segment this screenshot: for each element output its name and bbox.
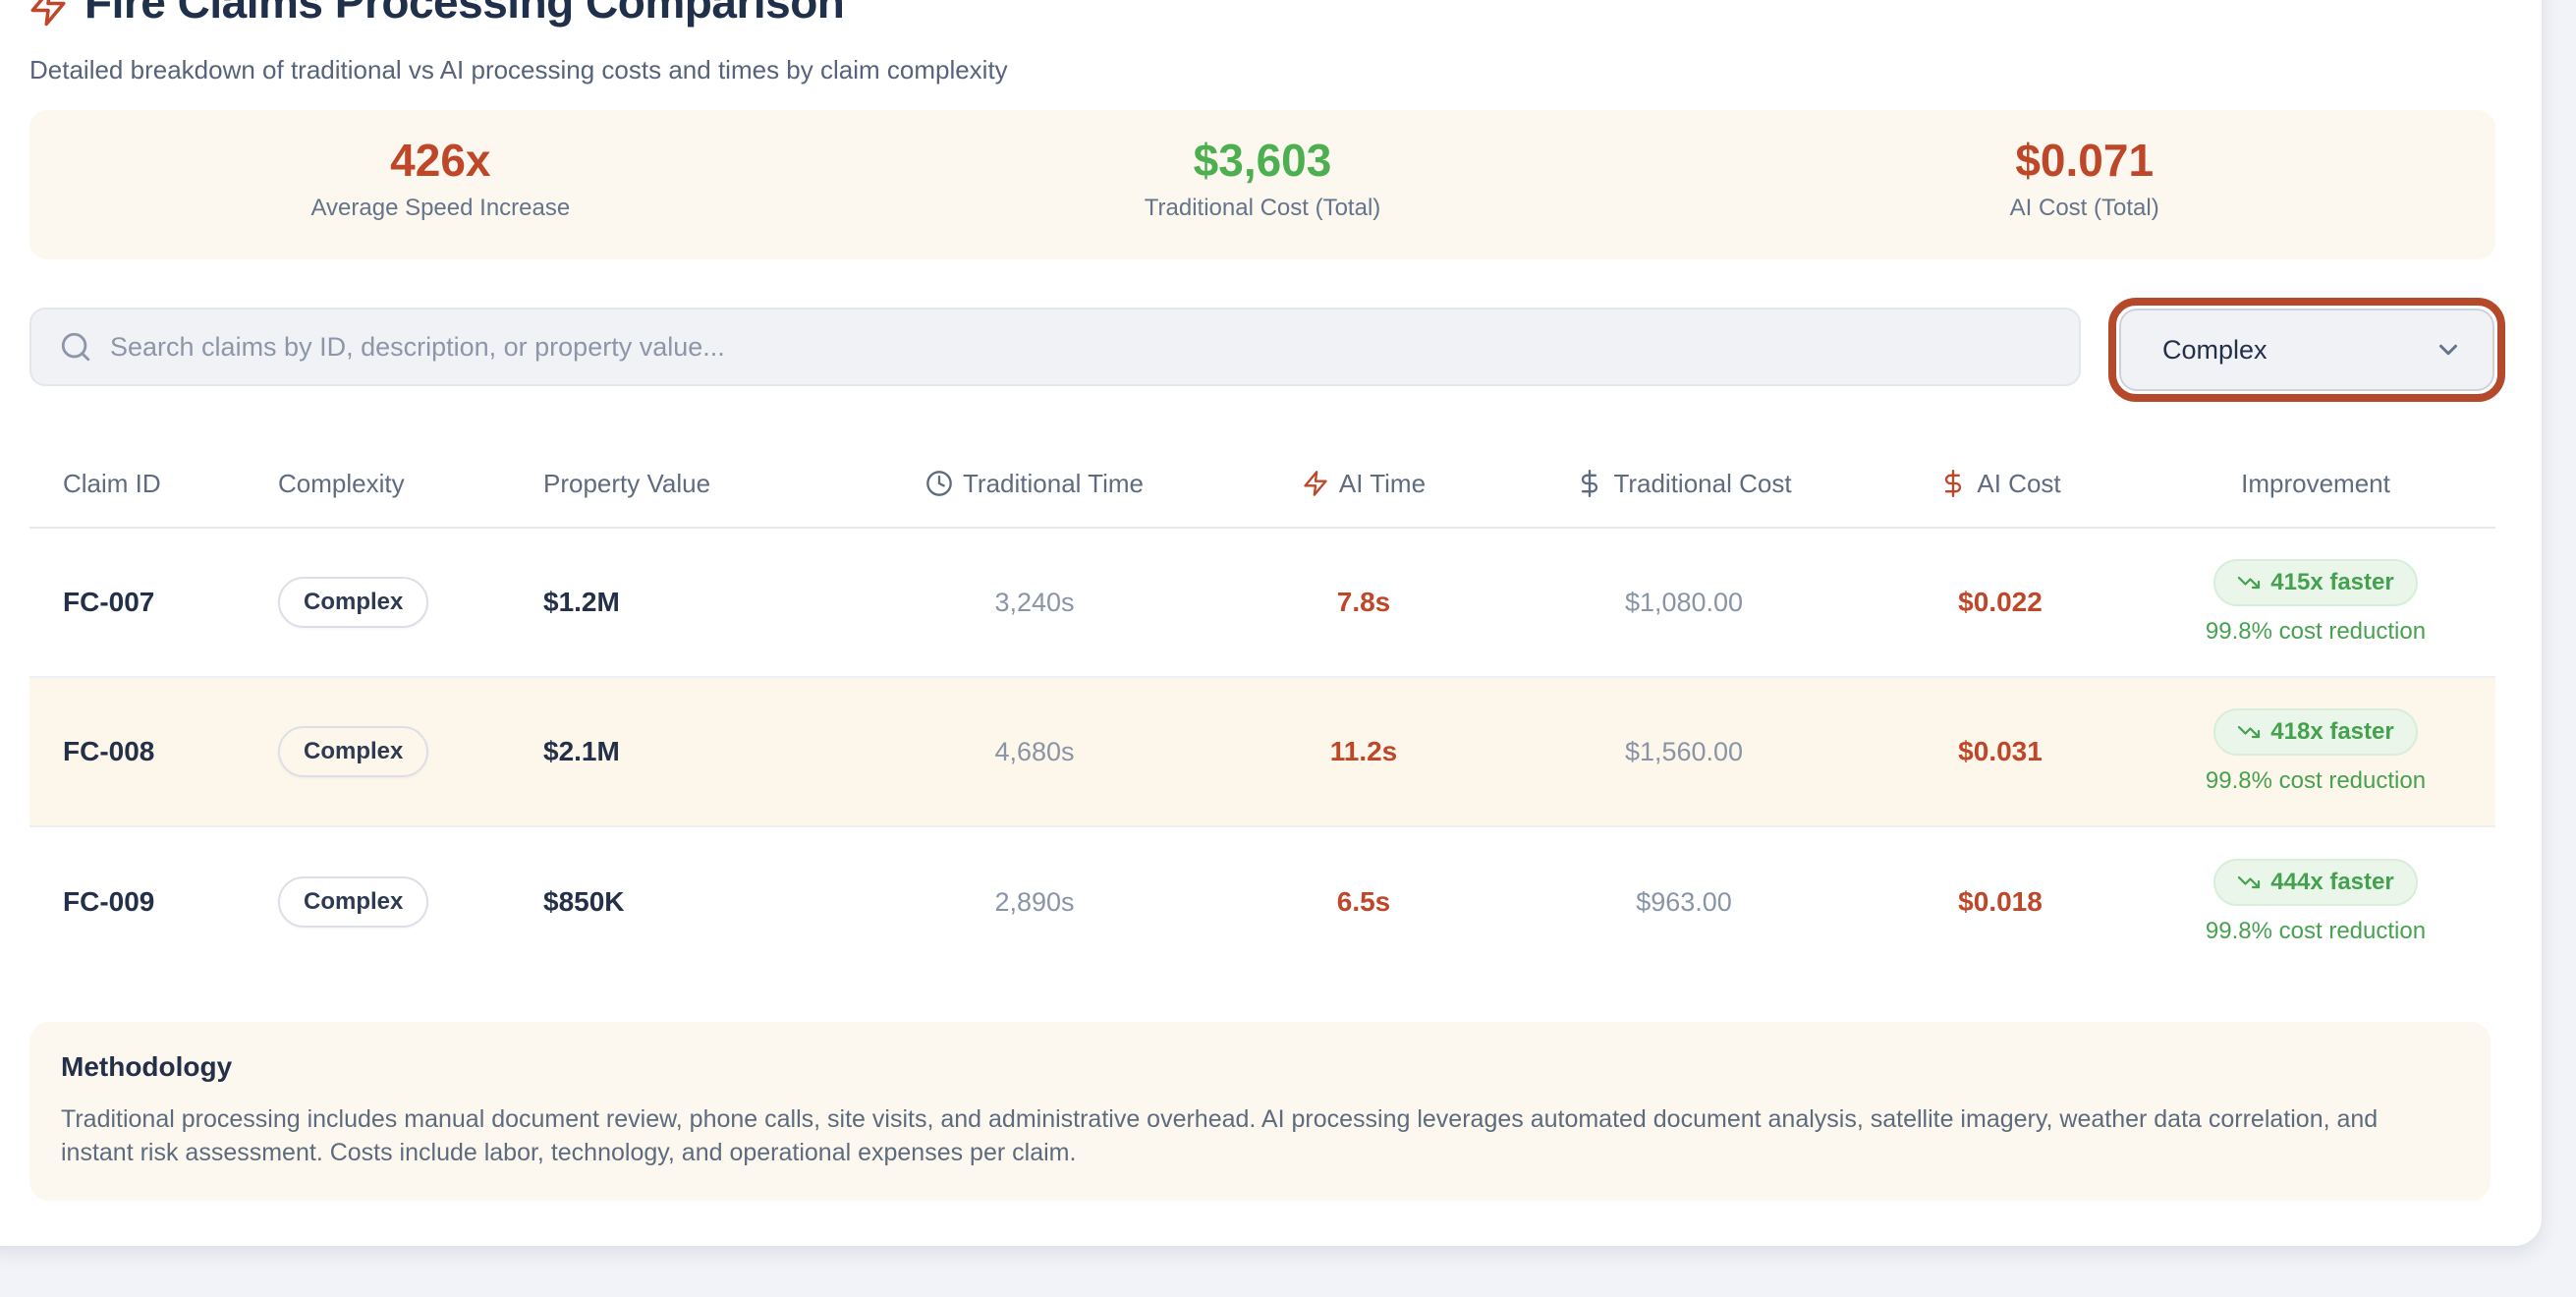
property-value: $850K	[543, 886, 625, 917]
search-input[interactable]	[108, 330, 2079, 364]
improvement-cell: 418x faster 99.8% cost reduction	[2136, 708, 2495, 795]
complexity-badge: Complex	[278, 577, 429, 628]
summary-stats-bar: 426x Average Speed Increase $3,603 Tradi…	[29, 110, 2495, 259]
traditional-cost: $963.00	[1636, 886, 1732, 917]
table-row: FC-009 Complex $850K 2,890s 6.5s $963.00…	[29, 827, 2495, 977]
column-header-ai-cost: AI Cost	[1865, 469, 2136, 499]
claims-table: Claim ID Complexity Property Value Tradi…	[29, 440, 2495, 977]
stat-value: $3,603	[1193, 135, 1332, 186]
stat-value: $0.071	[2015, 135, 2155, 186]
claim-id: FC-008	[63, 736, 155, 766]
table-row: FC-008 Complex $2.1M 4,680s 11.2s $1,560…	[29, 678, 2495, 827]
cost-reduction-note: 99.8% cost reduction	[2205, 767, 2427, 794]
trending-down-icon	[2238, 725, 2261, 739]
complexity-filter-focus-ring: Complex	[2108, 298, 2505, 402]
ai-cost: $0.018	[1958, 886, 2043, 917]
traditional-time: 3,240s	[994, 587, 1075, 617]
page-subtitle: Detailed breakdown of traditional vs AI …	[29, 55, 1008, 85]
traditional-cost: $1,560.00	[1624, 736, 1744, 766]
stat-label: AI Cost (Total)	[2009, 195, 2159, 221]
selected-option-label: Complex	[2162, 334, 2268, 365]
traditional-cost: $1,080.00	[1624, 587, 1744, 617]
improvement-cell: 444x faster 99.8% cost reduction	[2136, 859, 2495, 945]
stat-traditional-cost: $3,603 Traditional Cost (Total)	[852, 110, 1674, 259]
dollar-sign-icon	[1582, 470, 1598, 497]
traditional-time: 2,890s	[994, 886, 1075, 917]
page-header: Fire Claims Processing Comparison	[28, 0, 845, 31]
chevron-down-icon	[2439, 344, 2457, 356]
column-header-claim-id: Claim ID	[63, 468, 161, 498]
complexity-cell: Complex	[246, 577, 511, 628]
complexity-badge: Complex	[278, 726, 429, 777]
property-value: $1.2M	[543, 587, 620, 617]
claim-id: FC-009	[63, 886, 155, 917]
speed-improvement-badge: 418x faster	[2213, 708, 2418, 756]
page-title: Fire Claims Processing Comparison	[84, 0, 845, 28]
column-header-traditional-cost: Traditional Cost	[1503, 469, 1865, 499]
search-bar	[29, 308, 2081, 386]
search-icon	[61, 332, 90, 362]
methodology-heading: Methodology	[61, 1051, 233, 1082]
zap-icon	[1304, 471, 1327, 496]
complexity-filter-select[interactable]: Complex	[2119, 309, 2494, 391]
ai-time: 11.2s	[1329, 736, 1398, 766]
speed-improvement-badge: 415x faster	[2213, 559, 2418, 606]
property-value: $2.1M	[543, 736, 620, 766]
column-header-complexity: Complexity	[278, 468, 405, 498]
claim-id: FC-007	[63, 587, 155, 617]
dollar-sign-icon	[1945, 470, 1962, 497]
ai-time: 7.8s	[1336, 587, 1391, 617]
complexity-badge: Complex	[278, 876, 429, 928]
zap-icon	[30, 0, 66, 27]
trending-down-icon	[2238, 576, 2261, 590]
speed-improvement-badge: 444x faster	[2213, 859, 2418, 906]
ai-cost: $0.022	[1958, 587, 2043, 617]
column-header-traditional-time: Traditional Time	[845, 469, 1224, 499]
ai-cost: $0.031	[1958, 736, 2043, 766]
column-header-improvement: Improvement	[2241, 468, 2390, 498]
complexity-cell: Complex	[246, 876, 511, 928]
cost-reduction-note: 99.8% cost reduction	[2205, 618, 2427, 645]
stat-speed-increase: 426x Average Speed Increase	[29, 110, 852, 259]
clock-icon	[926, 471, 952, 496]
cost-reduction-note: 99.8% cost reduction	[2205, 918, 2427, 944]
table-header-row: Claim ID Complexity Property Value Tradi…	[29, 440, 2495, 529]
improvement-cell: 415x faster 99.8% cost reduction	[2136, 559, 2495, 646]
ai-time: 6.5s	[1336, 886, 1391, 917]
stat-value: 426x	[390, 135, 491, 186]
stat-ai-cost: $0.071 AI Cost (Total)	[1673, 110, 2495, 259]
trending-down-icon	[2238, 875, 2261, 889]
stat-label: Average Speed Increase	[310, 195, 571, 221]
table-row: FC-007 Complex $1.2M 3,240s 7.8s $1,080.…	[29, 529, 2495, 678]
methodology-panel: Methodology Traditional processing inclu…	[29, 1022, 2491, 1201]
column-header-ai-time: AI Time	[1224, 469, 1503, 499]
methodology-body: Traditional processing includes manual d…	[61, 1105, 2379, 1166]
traditional-time: 4,680s	[994, 736, 1075, 766]
column-header-property-value: Property Value	[543, 468, 711, 498]
complexity-cell: Complex	[246, 726, 511, 777]
stat-label: Traditional Cost (Total)	[1144, 195, 1381, 221]
